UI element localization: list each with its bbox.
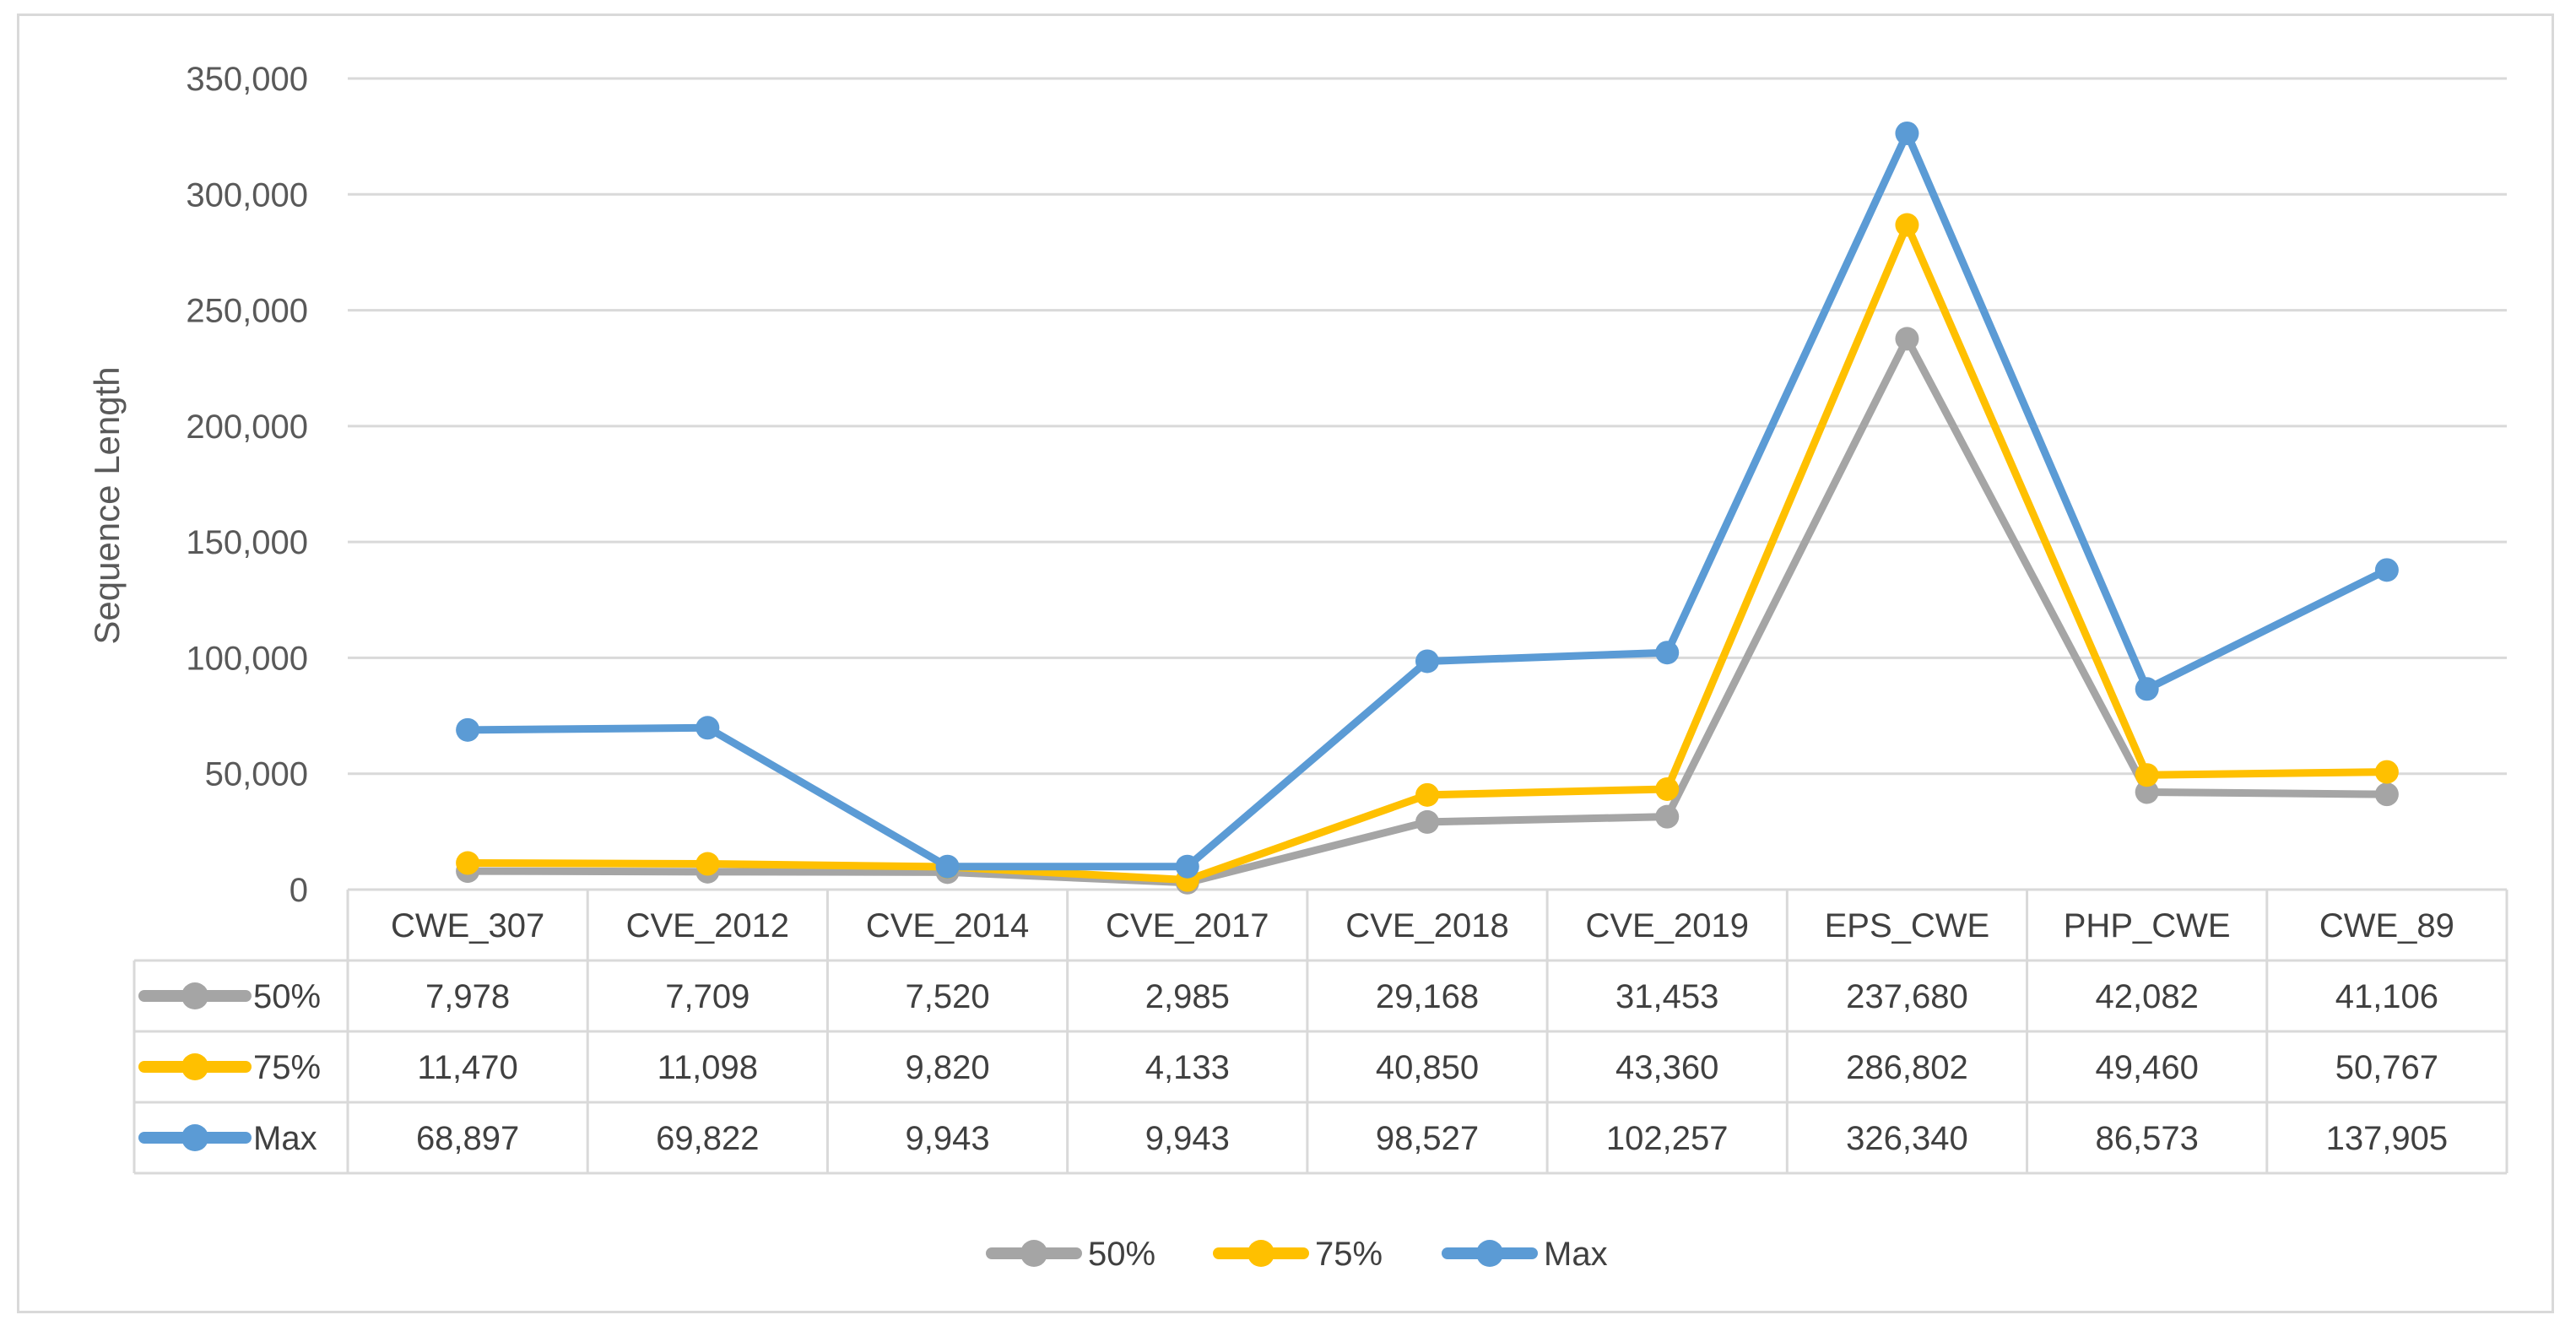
legend-item-50pct[interactable]: 50% — [986, 1236, 1155, 1273]
y-tick-label: 0 — [290, 872, 308, 909]
table-cell: 9,820 — [906, 1049, 990, 1086]
x-category-label: EPS_CWE — [1825, 907, 1990, 944]
x-category-label: CVE_2017 — [1106, 907, 1269, 944]
data-point — [2374, 760, 2399, 784]
legend-item-max[interactable]: Max — [1442, 1236, 1608, 1273]
y-tick-label: 150,000 — [186, 524, 308, 561]
legend-item-75pct[interactable]: 75% — [1213, 1236, 1383, 1273]
x-category-label: CWE_89 — [2319, 907, 2454, 944]
data-point — [2135, 677, 2159, 701]
y-axis-ticks: 0 50,000 100,000 150,000 200,000 250,000 300,0… — [186, 61, 308, 909]
data-point — [1415, 782, 1439, 807]
table-legend-key-max: Max — [138, 1120, 317, 1157]
data-point — [2374, 782, 2399, 807]
table-cell: 68,897 — [416, 1120, 519, 1157]
table-cell: 42,082 — [2095, 978, 2198, 1015]
x-category-label: CVE_2018 — [1345, 907, 1508, 944]
x-category-label: CVE_2014 — [866, 907, 1029, 944]
x-category-label: CVE_2012 — [626, 907, 789, 944]
y-tick-label: 200,000 — [186, 408, 308, 446]
table-cell: 137,905 — [2326, 1120, 2449, 1157]
table-cell: 29,168 — [1376, 978, 1479, 1015]
data-point — [1655, 776, 1680, 801]
table-cell: 31,453 — [1615, 978, 1718, 1015]
legend-swatch-marker — [1247, 1240, 1274, 1267]
data-point — [1895, 327, 1919, 351]
data-table: CWE_307 CVE_2012 CVE_2014 CVE_2017 CVE_2018 C… — [133, 888, 2508, 1175]
data-point — [1655, 804, 1680, 829]
x-category-label: PHP_CWE — [2064, 907, 2231, 944]
data-point — [695, 852, 720, 876]
table-cell: 326,340 — [1846, 1120, 1968, 1157]
table-cell: 102,257 — [1606, 1120, 1729, 1157]
table-legend-key-50pct: 50% — [138, 978, 321, 1015]
legend-key-marker — [181, 1053, 208, 1080]
table-cell: 7,520 — [906, 978, 990, 1015]
table-series-name: 75% — [253, 1049, 321, 1086]
table-cell: 69,822 — [656, 1120, 759, 1157]
table-series-name: Max — [253, 1120, 317, 1157]
y-tick-label: 300,000 — [186, 176, 308, 214]
table-cell: 41,106 — [2335, 978, 2438, 1015]
table-cell: 40,850 — [1376, 1049, 1479, 1086]
table-cell: 2,985 — [1145, 978, 1230, 1015]
table-cell: 9,943 — [906, 1120, 990, 1157]
y-tick-label: 250,000 — [186, 293, 308, 330]
table-legend-key-75pct: 75% — [138, 1049, 321, 1086]
data-point — [2135, 780, 2159, 804]
legend-label: 75% — [1315, 1236, 1383, 1273]
series-line-max — [463, 129, 2391, 871]
series-line-75pct — [463, 221, 2391, 885]
x-category-label: CVE_2019 — [1585, 907, 1748, 944]
y-tick-label: 100,000 — [186, 640, 308, 677]
legend-label: Max — [1544, 1236, 1608, 1273]
data-point — [2135, 763, 2159, 787]
legend-key-marker — [181, 1124, 208, 1151]
legend-label: 50% — [1088, 1236, 1155, 1273]
table-cell: 286,802 — [1846, 1049, 1968, 1086]
table-cell: 237,680 — [1846, 978, 1968, 1015]
table-cell: 9,943 — [1145, 1120, 1230, 1157]
gridlines — [348, 77, 2507, 776]
chart-frame: 0 50,000 100,000 150,000 200,000 250,000 300,0… — [17, 14, 2554, 1313]
data-point — [1895, 121, 1919, 145]
data-point — [1655, 641, 1680, 665]
y-tick-label: 50,000 — [205, 756, 308, 793]
data-point — [2374, 558, 2399, 582]
legend-swatch-marker — [1476, 1240, 1503, 1267]
data-point — [695, 716, 720, 740]
series-markers — [456, 121, 2399, 895]
table-cell: 7,709 — [665, 978, 750, 1015]
table-cell: 11,470 — [417, 1049, 517, 1086]
data-point — [456, 717, 480, 742]
table-cell: 50,767 — [2335, 1049, 2438, 1086]
x-category-label: CWE_307 — [391, 907, 544, 944]
table-cell: 86,573 — [2095, 1120, 2198, 1157]
series-lines — [463, 129, 2391, 887]
data-point — [1415, 809, 1439, 834]
table-cell: 98,527 — [1376, 1120, 1479, 1157]
data-point — [935, 854, 960, 879]
table-series-name: 50% — [253, 978, 321, 1015]
line-chart-with-data-table: 0 50,000 100,000 150,000 200,000 250,000 300,0… — [87, 61, 2508, 1273]
table-cell: 49,460 — [2095, 1049, 2198, 1086]
table-cell: 7,978 — [425, 978, 510, 1015]
legend: 50% 75% Max — [986, 1236, 1608, 1273]
table-cell: 4,133 — [1145, 1049, 1230, 1086]
data-point — [456, 851, 480, 875]
y-axis-title: Sequence Length — [87, 366, 127, 644]
legend-swatch-marker — [1020, 1240, 1047, 1267]
data-point — [1415, 649, 1439, 674]
table-cell: 43,360 — [1615, 1049, 1718, 1086]
data-point — [1895, 213, 1919, 237]
data-point — [1175, 854, 1199, 879]
legend-key-marker — [181, 982, 208, 1009]
table-cell: 11,098 — [658, 1049, 758, 1086]
y-tick-label: 350,000 — [186, 61, 308, 98]
